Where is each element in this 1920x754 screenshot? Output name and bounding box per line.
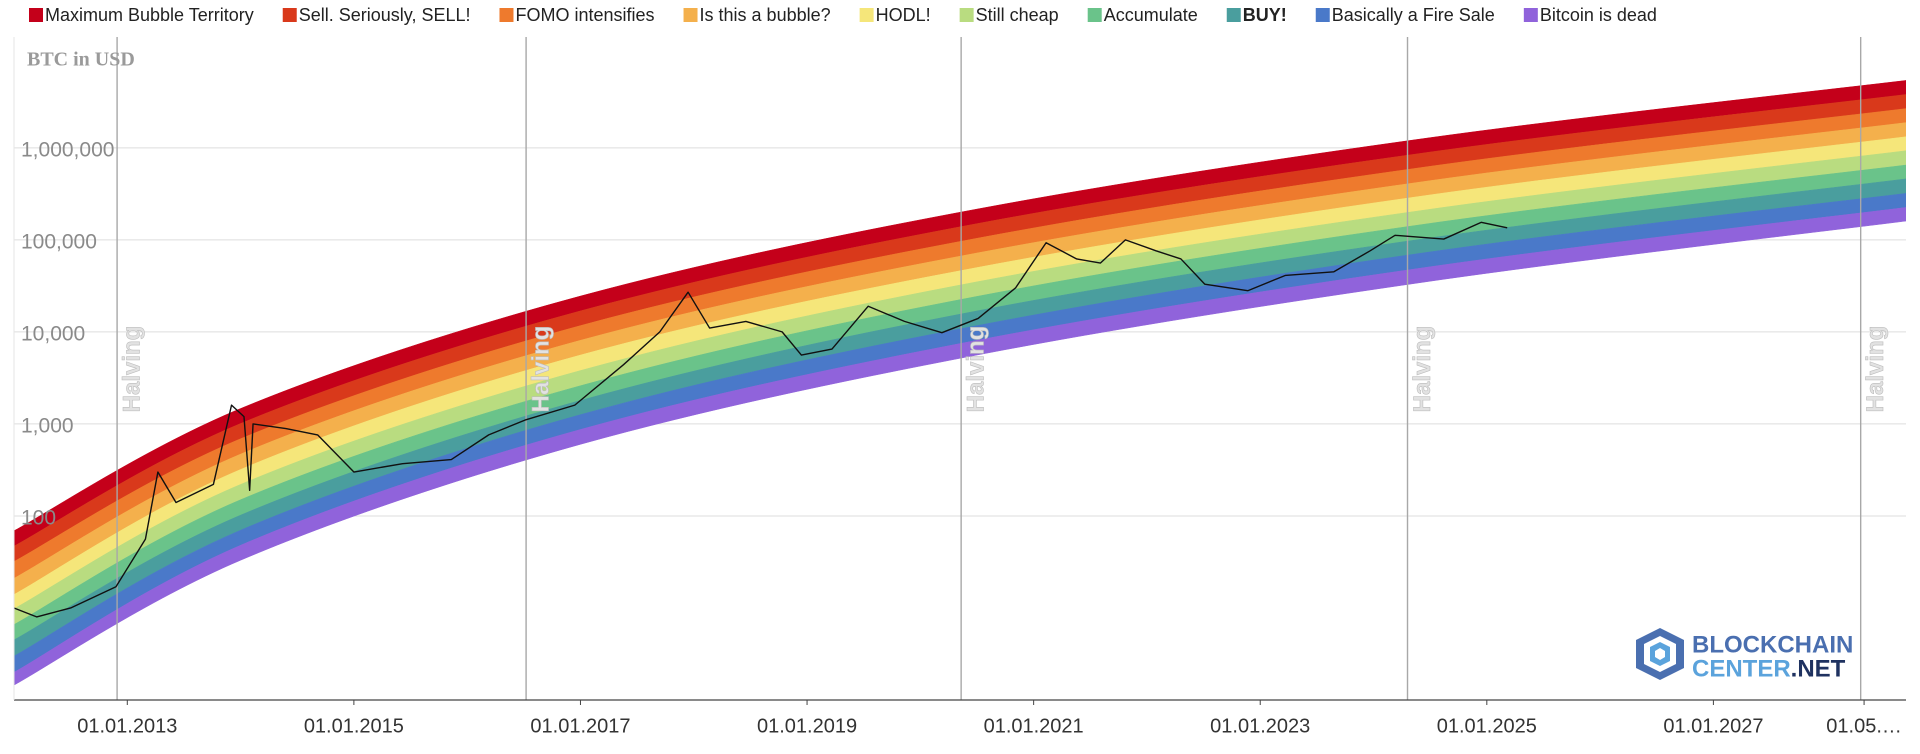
logo-icon bbox=[1636, 628, 1684, 680]
legend: Maximum Bubble Territory Sell. Seriously,… bbox=[29, 5, 1657, 25]
x-tick-label: 01.01.2025 bbox=[1437, 715, 1537, 737]
logo: BLOCKCHAIN CENTER .NET bbox=[1636, 628, 1853, 682]
halving-label: Halving bbox=[962, 326, 989, 413]
x-tick-label: 01.01.2019 bbox=[757, 715, 857, 737]
x-tick-label: 01.01.2027 bbox=[1663, 715, 1763, 737]
y-tick-label: 100,000 bbox=[21, 230, 97, 253]
x-tick-label: 01.01.2023 bbox=[1210, 715, 1310, 737]
y-tick-label: 10,000 bbox=[21, 322, 85, 345]
legend-label: FOMO intensifies bbox=[515, 5, 654, 25]
axes: 100 1,000 10,000 100,000 1,000,000 01.01.2013… bbox=[13, 37, 1906, 737]
legend-marker bbox=[1523, 8, 1538, 22]
legend-marker bbox=[29, 8, 43, 22]
y-tick-label: 100 bbox=[21, 506, 56, 529]
price-group bbox=[14, 221, 1508, 618]
halving-label: Halving bbox=[527, 326, 554, 413]
price-line bbox=[14, 221, 1508, 618]
legend-label: Basically a Fire Sale bbox=[1332, 5, 1495, 25]
bands bbox=[14, 80, 1906, 686]
legend-marker bbox=[959, 8, 974, 22]
legend-marker bbox=[1087, 8, 1102, 22]
x-tick-label: 01.01.2021 bbox=[984, 715, 1084, 737]
halving-label: Halving bbox=[1862, 326, 1889, 413]
logo-text: .NET bbox=[1791, 655, 1846, 682]
logo-text: CENTER bbox=[1692, 655, 1791, 682]
legend-marker bbox=[1226, 8, 1241, 22]
legend-label: Maximum Bubble Territory bbox=[45, 5, 254, 25]
y-tick-label: 1,000 bbox=[21, 414, 74, 437]
logo-text: BLOCKCHAIN bbox=[1692, 631, 1853, 658]
annotations: Halving Halving Halving Halving Halving bbox=[116, 37, 1889, 700]
x-tick-label: 01.01.2017 bbox=[530, 715, 630, 737]
x-tick-label: 01.01.2013 bbox=[77, 715, 177, 737]
legend-label: HODL! bbox=[876, 5, 931, 25]
y-tick-label: 1,000,000 bbox=[21, 138, 114, 161]
legend-label: Is this a bubble? bbox=[700, 5, 831, 25]
rainbow-band bbox=[14, 207, 1906, 686]
x-tick-label: 01.01.2015 bbox=[304, 715, 404, 737]
legend-label: Bitcoin is dead bbox=[1540, 5, 1657, 25]
legend-marker bbox=[499, 8, 514, 22]
legend-marker bbox=[1315, 8, 1330, 22]
legend-marker bbox=[282, 8, 297, 22]
halving-label: Halving bbox=[1409, 326, 1436, 413]
y-axis-label: BTC in USD bbox=[27, 49, 135, 71]
x-tick-label: 01.05.… bbox=[1826, 715, 1902, 737]
legend-label: Still cheap bbox=[976, 5, 1059, 25]
legend-marker bbox=[683, 8, 698, 22]
halving-label: Halving bbox=[118, 326, 145, 413]
legend-label: Accumulate bbox=[1104, 5, 1198, 25]
legend-label: BUY! bbox=[1243, 5, 1287, 25]
legend-marker bbox=[859, 8, 874, 22]
legend-label: Sell. Seriously, SELL! bbox=[299, 5, 471, 25]
